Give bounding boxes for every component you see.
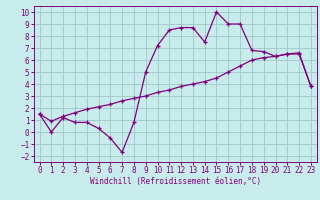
X-axis label: Windchill (Refroidissement éolien,°C): Windchill (Refroidissement éolien,°C): [90, 177, 261, 186]
